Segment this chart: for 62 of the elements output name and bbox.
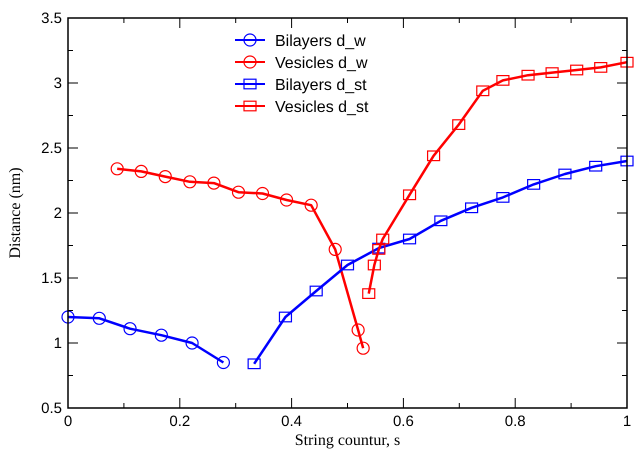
x-axis-title: String countur, s [294, 432, 400, 449]
point [186, 336, 199, 350]
legend-label: Bilayers d_w [275, 33, 366, 50]
point [352, 323, 365, 337]
point [232, 186, 246, 199]
point [476, 85, 490, 96]
point [248, 358, 261, 370]
x-tick-label: 0.6 [392, 413, 414, 430]
point [256, 186, 270, 200]
x-tick-label: 0.4 [281, 413, 302, 430]
y-tick-label: 3 [54, 75, 62, 92]
point [402, 189, 416, 200]
point [434, 215, 448, 226]
point [527, 179, 540, 190]
point [426, 150, 440, 162]
point [496, 75, 510, 86]
point [362, 288, 376, 299]
point [110, 162, 124, 176]
point [376, 234, 390, 244]
x-tick-label: 1 [622, 413, 632, 430]
point [589, 160, 602, 172]
point [92, 312, 106, 325]
point [340, 260, 354, 270]
point [183, 175, 196, 188]
y-axis-title: Distance (nm) [7, 167, 24, 259]
point [123, 322, 137, 336]
point [304, 198, 318, 212]
point [465, 202, 478, 214]
point [620, 56, 634, 68]
x-tick-label: 0.2 [169, 413, 190, 430]
point [356, 342, 370, 355]
point [594, 62, 608, 73]
x-tick-label: 0.8 [504, 413, 526, 430]
legend-label: Bilayers d_st [275, 77, 368, 94]
point [570, 64, 584, 76]
point [280, 193, 294, 207]
y-tick-label: 1 [54, 335, 62, 352]
legend-label: Vesicles d_w [275, 55, 368, 72]
y-tick-label: 2 [54, 205, 62, 222]
point [134, 164, 148, 178]
point [61, 310, 75, 324]
x-tick-label: 0 [64, 413, 72, 430]
point [310, 286, 323, 296]
point [496, 192, 510, 203]
point [328, 242, 342, 256]
y-tick-label: 3.5 [41, 10, 62, 27]
y-tick-label: 0.5 [41, 400, 62, 417]
point [402, 234, 416, 244]
point [452, 119, 466, 130]
point [207, 176, 220, 190]
point [158, 170, 172, 184]
point [154, 328, 168, 342]
y-tick-label: 1.5 [41, 270, 62, 287]
point [620, 156, 634, 166]
point [368, 260, 381, 270]
y-tick-label: 2.5 [41, 140, 62, 157]
point [278, 312, 292, 322]
legend-label: Vesicles d_st [275, 99, 369, 116]
point [521, 70, 535, 81]
point [558, 168, 572, 180]
point [216, 356, 230, 370]
point [545, 67, 559, 78]
